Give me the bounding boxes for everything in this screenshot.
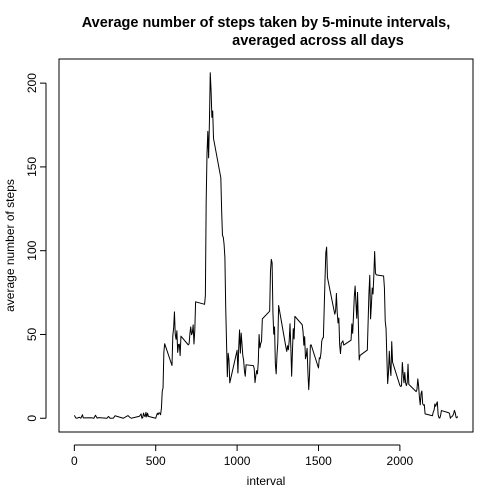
y-axis-label: average number of steps: [3, 179, 17, 312]
x-axis-label: interval: [247, 474, 286, 488]
y-tick-label: 50: [25, 327, 39, 341]
x-tick-label: 2000: [387, 454, 414, 468]
x-axis: 0 500 1000 1500 2000: [71, 444, 414, 468]
y-tick-label: 150: [25, 157, 39, 177]
y-axis: 0 50 100 150 200: [25, 73, 47, 422]
y-tick-label: 100: [25, 240, 39, 260]
chart-title-line-2: averaged across all days: [232, 33, 404, 49]
x-tick-label: 1000: [224, 454, 251, 468]
series-line-0: [73, 72, 459, 419]
x-tick-label: 0: [71, 454, 78, 468]
y-tick-label: 200: [25, 73, 39, 93]
plot-frame: [58, 58, 474, 433]
series-layer: [73, 72, 459, 419]
chart-title-line-1: Average number of steps taken by 5-minut…: [82, 15, 451, 31]
x-tick-label: 1500: [305, 454, 332, 468]
x-tick-label: 500: [146, 454, 166, 468]
y-tick-label: 0: [25, 415, 39, 422]
